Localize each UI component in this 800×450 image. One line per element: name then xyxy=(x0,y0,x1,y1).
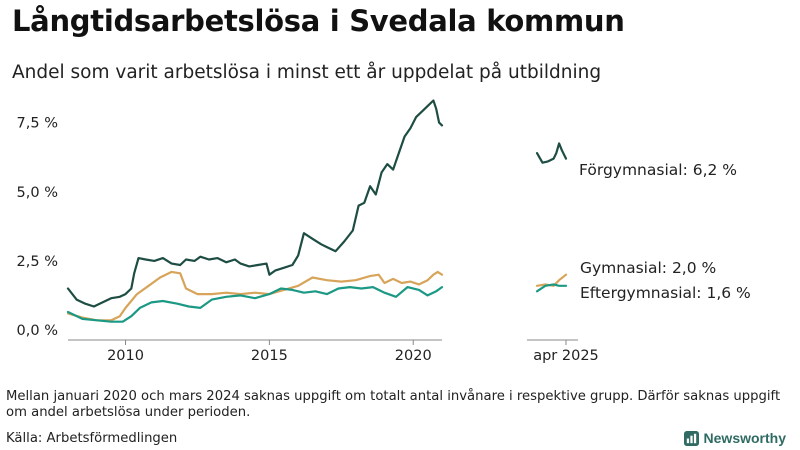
page-subtitle: Andel som varit arbetslösa i minst ett å… xyxy=(12,62,602,83)
y-tick-label: 0,0 % xyxy=(17,323,58,339)
series-labels: Förgymnasial: 6,2 % Gymnasial: 2,0 % Efter… xyxy=(579,161,751,302)
y-tick-label: 2,5 % xyxy=(17,254,58,270)
x-tick-label: apr 2025 xyxy=(533,348,599,364)
series-line xyxy=(66,270,444,322)
brand-name: Newsworthy xyxy=(703,430,786,446)
series-layer xyxy=(66,99,568,323)
source-text: Källa: Arbetsförmedlingen xyxy=(6,431,178,446)
x-tick-label: 2010 xyxy=(107,348,144,364)
series-line xyxy=(535,283,568,293)
y-tick-label: 5,0 % xyxy=(17,185,58,201)
series-line xyxy=(535,142,568,164)
series-end-label: Förgymnasial: 6,2 % xyxy=(579,161,737,179)
y-tick-label: 7,5 % xyxy=(17,116,58,132)
x-tick-label: 2015 xyxy=(251,348,288,364)
series-line xyxy=(66,99,444,308)
series-end-label: Eftergymnasial: 1,6 % xyxy=(580,284,751,302)
series-eftergymnasial xyxy=(66,283,568,323)
brand-logo: Newsworthy xyxy=(683,430,786,446)
footnote: Mellan januari 2020 och mars 2024 saknas… xyxy=(6,389,781,420)
x-axis: 2010 2015 2020 apr 2025 xyxy=(68,339,599,364)
x-tick-label: 2020 xyxy=(395,348,432,364)
page-title: Långtidsarbetslösa i Svedala kommun xyxy=(12,4,625,38)
series-gymnasial xyxy=(66,270,568,322)
series-end-label: Gymnasial: 2,0 % xyxy=(580,259,716,277)
series-line xyxy=(535,273,568,287)
line-chart: 0,0 % 2,5 % 5,0 % 7,5 % 2010 2015 2020 apr 202… xyxy=(17,99,751,364)
bar-chart-icon xyxy=(683,430,699,446)
series-förgymnasial xyxy=(66,99,568,308)
y-axis: 0,0 % 2,5 % 5,0 % 7,5 % xyxy=(17,116,58,339)
series-line xyxy=(66,286,444,323)
